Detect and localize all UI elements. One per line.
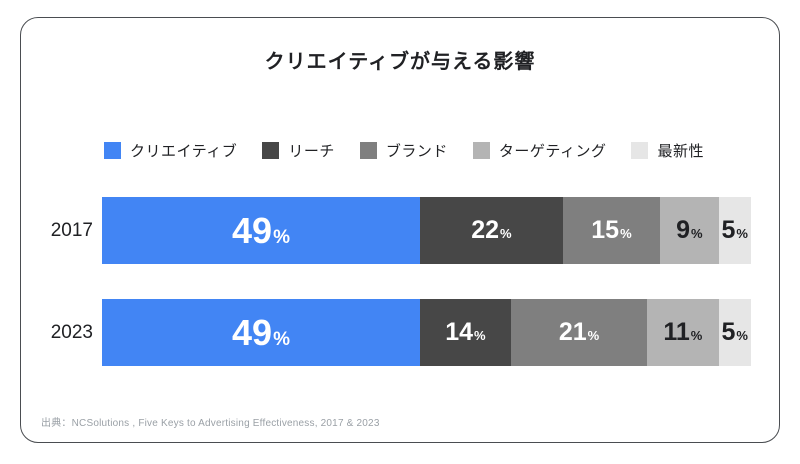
legend-item: 最新性 [631, 140, 704, 161]
bar-segment: 49% [102, 197, 420, 264]
bar-segment: 11% [647, 299, 719, 366]
segment-value-label: 15% [591, 216, 632, 244]
segment-value-label: 49% [232, 311, 290, 353]
bar-segment: 5% [718, 299, 751, 366]
legend-item: クリエイティブ [104, 140, 237, 161]
stacked-bar: 49% 14% 21% 11% 5% [102, 299, 751, 366]
source-citation: 出典：NCSolutions , Five Keys to Advertisin… [41, 418, 380, 429]
category-label: 2017 [50, 219, 93, 241]
segment-value-label: 5% [721, 318, 748, 346]
legend-label: リーチ [288, 143, 335, 160]
legend-label: ターゲティング [498, 143, 607, 160]
legend-swatch [359, 142, 377, 159]
chart-card: クリエイティブが与える影響 クリエイティブ リーチ ブランド ターゲティング 最新性 2… [20, 17, 780, 443]
category-label: 2023 [50, 321, 93, 343]
legend-swatch [472, 142, 490, 159]
chart-rows: 2017 49% 22% 15% 9% 5% 2023 49% 14% 21% 11% 5% [21, 197, 779, 401]
legend-label: ブランド [385, 143, 448, 160]
segment-value-label: 21% [558, 318, 600, 346]
segment-value-label: 22% [471, 216, 512, 244]
bar-segment: 9% [660, 197, 719, 264]
legend: クリエイティブ リーチ ブランド ターゲティング 最新性 [104, 140, 704, 161]
legend-item: ブランド [359, 140, 448, 161]
bar-segment: 22% [420, 197, 563, 264]
segment-value-label: 9% [676, 216, 703, 244]
bar-segment: 15% [562, 197, 661, 264]
legend-swatch [631, 142, 649, 159]
bar-segment: 14% [420, 299, 511, 366]
bar-row: 2023 49% 14% 21% 11% 5% [21, 299, 779, 366]
bar-segment: 5% [718, 197, 751, 264]
legend-label: 最新性 [657, 143, 704, 160]
segment-value-label: 11% [663, 318, 703, 346]
segment-value-label: 49% [232, 209, 290, 251]
legend-item: リーチ [262, 140, 335, 161]
legend-swatch [262, 142, 280, 159]
bar-segment: 21% [510, 299, 648, 366]
legend-label: クリエイティブ [130, 143, 238, 160]
segment-value-label: 5% [721, 216, 748, 244]
legend-swatch [104, 142, 121, 159]
chart-title: クリエイティブが与える影響 [264, 51, 536, 73]
segment-value-label: 14% [445, 318, 486, 346]
bar-row: 2017 49% 22% 15% 9% 5% [21, 197, 779, 264]
legend-item: ターゲティング [472, 140, 607, 161]
bar-segment: 49% [102, 299, 420, 366]
stacked-bar: 49% 22% 15% 9% 5% [102, 197, 751, 264]
